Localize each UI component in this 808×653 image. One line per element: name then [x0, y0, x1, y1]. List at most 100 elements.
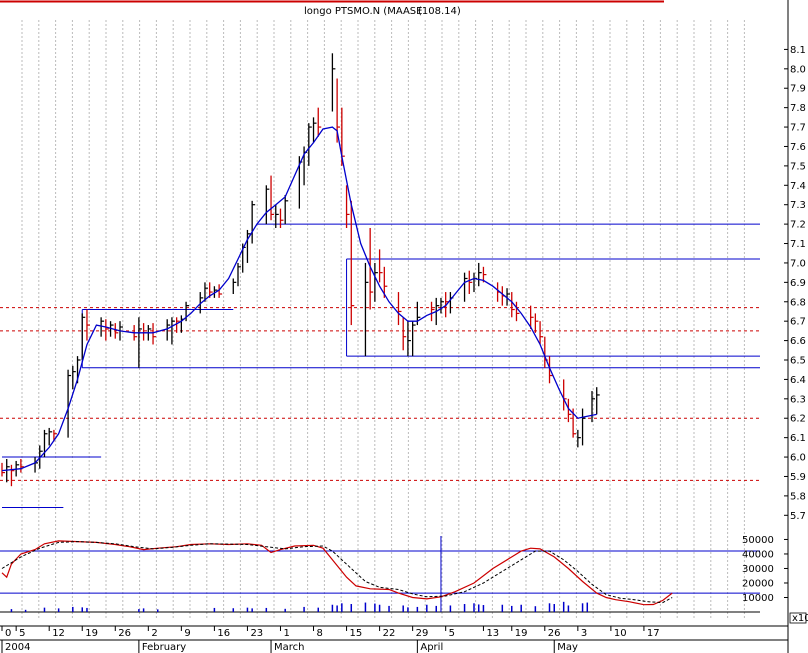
date-tick-label: 17 [647, 628, 660, 639]
ohlc-bar [270, 175, 275, 221]
ohlc-bar [591, 391, 595, 423]
date-tick-label: 26 [548, 628, 561, 639]
ohlc-bar [275, 204, 279, 228]
ohlc-bar [397, 292, 402, 326]
date-tick-label: 22 [383, 628, 396, 639]
date-tick-label: 0 [5, 628, 11, 639]
volume-multiplier-box [789, 612, 807, 624]
date-tick-label: 13 [486, 628, 499, 639]
price-tick-label: 5.8 [790, 491, 806, 502]
ohlc-bar [48, 427, 53, 446]
ohlc-bar [345, 185, 350, 228]
ohlc-bar [114, 323, 119, 339]
ohlc-bar [86, 309, 90, 341]
price-tick-label: 7.0 [790, 258, 806, 269]
ohlc-bar [511, 292, 515, 318]
price-tick-label: 6.4 [790, 375, 806, 386]
price-tick-label: 6.7 [790, 317, 806, 328]
price-tick-label: 5.9 [790, 472, 806, 483]
price-tick-label: 6.0 [790, 453, 806, 464]
ohlc-bar [100, 317, 105, 337]
ohlc-bar [374, 262, 378, 302]
price-tick-label: 7.5 [790, 161, 806, 172]
ohlc-bar [213, 286, 218, 298]
ohlc-bar [81, 313, 86, 360]
date-tick-label: 9 [184, 628, 190, 639]
ohlc-bar [251, 200, 256, 244]
ohlc-bar [218, 284, 223, 298]
ohlc-bar [515, 301, 520, 322]
volume-tick-label: 30000 [742, 564, 774, 575]
date-tick-label: 5 [449, 628, 455, 639]
ohlc-bar [199, 292, 204, 314]
ohlc-bar [10, 464, 15, 487]
price-tick-label: 8.0 [790, 64, 806, 75]
ohlc-bar [105, 319, 109, 341]
date-tick-label: 12 [52, 628, 65, 639]
price-tick-label: 7.1 [790, 239, 806, 250]
date-tick-label: 29 [416, 628, 429, 639]
price-tick-label: 7.9 [790, 84, 806, 95]
date-tick-label: 23 [250, 628, 263, 639]
ohlc-bar [407, 321, 411, 357]
volume-tick-label: 40000 [742, 549, 774, 560]
price-tick-label: 7.3 [790, 200, 806, 211]
ohlc-bar [567, 398, 572, 423]
ohlc-bar [175, 317, 180, 333]
ohlc-bar [539, 321, 544, 345]
price-tick-label: 7.2 [790, 220, 806, 231]
date-tick-label: 19 [515, 628, 528, 639]
ohlc-bar [430, 301, 435, 322]
price-tick-label: 7.7 [790, 123, 806, 134]
ohlc-bar [548, 356, 553, 384]
moving-average-line [1, 126, 597, 472]
price-tick-label: 7.8 [790, 103, 806, 114]
price-tick-label: 6.5 [790, 356, 806, 367]
date-tick-label: 3 [581, 628, 587, 639]
month-label: 2004 [5, 642, 30, 653]
volume-multiplier-label: x10 [792, 613, 808, 624]
date-tick-label: 16 [217, 628, 230, 639]
price-tick-label: 6.2 [790, 414, 806, 425]
ohlc-bar [596, 387, 600, 415]
ohlc-bar [152, 323, 157, 345]
ohlc-bar [138, 317, 142, 368]
ohlc-bar [534, 313, 539, 333]
ohlc-bar [232, 278, 237, 294]
ohlc-bar [317, 107, 322, 137]
date-tick-label: 8 [317, 628, 323, 639]
ohlc-bar [577, 429, 581, 448]
volume-tick-label: 50000 [742, 535, 774, 546]
ohlc-bar [265, 185, 270, 225]
ohlc-bar [364, 262, 369, 357]
ohlc-bar [478, 262, 482, 287]
ohlc-bar [383, 266, 388, 298]
ohlc-bar [369, 228, 374, 310]
date-tick-label: 15 [350, 628, 363, 639]
ohlc-bar [463, 272, 468, 302]
volume-tick-label: 20000 [742, 578, 774, 589]
price-tick-label: 7.6 [790, 142, 806, 153]
ohlc-bar [1, 462, 5, 477]
ohlc-bar [402, 317, 407, 351]
ohlc-bar [20, 459, 24, 473]
price-tick-label: 5.7 [790, 511, 806, 522]
price-tick-label: 6.3 [790, 394, 806, 405]
ohlc-bar [581, 408, 586, 446]
month-label: March [274, 642, 304, 653]
ohlc-bar [331, 53, 336, 112]
ohlc-bar [171, 317, 175, 345]
date-tick-label: 10 [614, 628, 627, 639]
ohlc-bar [350, 200, 355, 326]
ohlc-bar [411, 321, 416, 357]
ohlc-bar [279, 208, 284, 228]
month-label: May [557, 642, 578, 653]
ohlc-bar [468, 270, 473, 294]
ohlc-bar [312, 117, 317, 143]
date-tick-label: 5 [19, 628, 25, 639]
date-tick-label: 1 [283, 628, 289, 639]
price-tick-label: 8.1 [790, 45, 806, 56]
ohlc-bar [440, 297, 444, 314]
